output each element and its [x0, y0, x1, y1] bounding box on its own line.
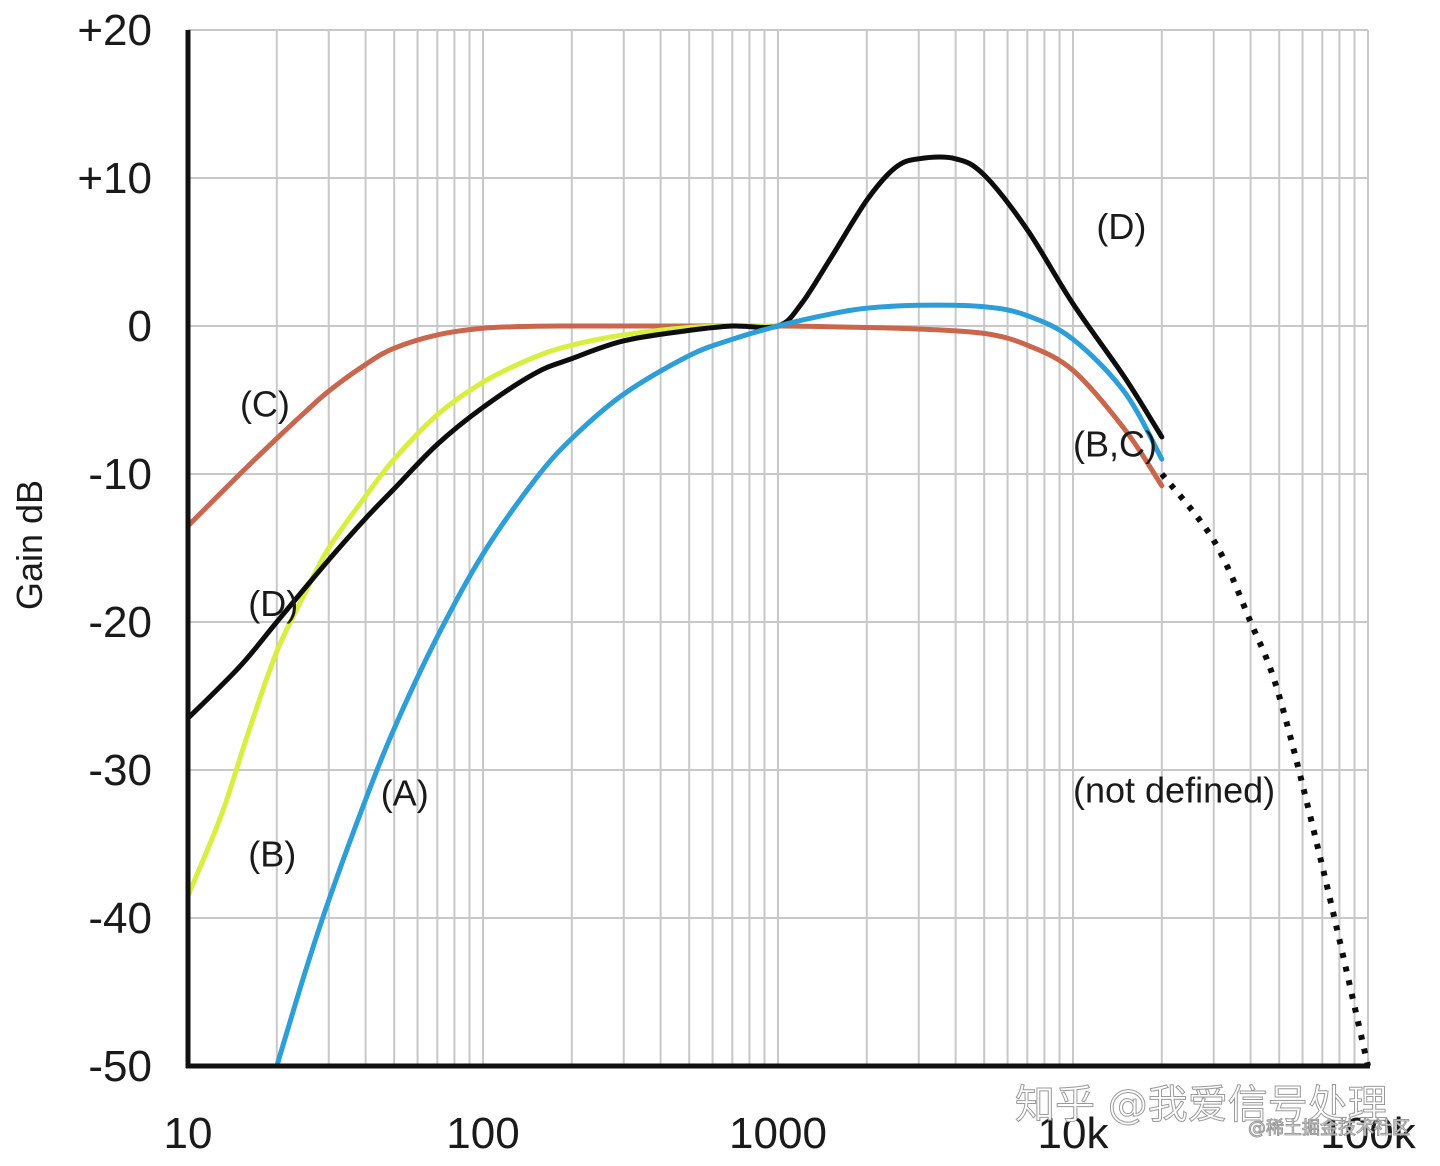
y-tick-label: +20 — [77, 6, 152, 55]
curve-annotation: (A) — [381, 773, 429, 814]
y-tick-labels: +20 +10 0 -10 -20 -30 -40 -50 — [77, 6, 152, 1091]
x-tick-label: 10 — [164, 1109, 213, 1158]
y-tick-label: -10 — [88, 450, 152, 499]
y-tick-label: -30 — [88, 746, 152, 795]
series-line-a — [274, 302, 1165, 1069]
curve-annotation: (D) — [1096, 206, 1146, 247]
extrapolation-dotted-line — [1159, 472, 1371, 1067]
x-tick-labels: 10 100 1000 10k 100k — [164, 1109, 1417, 1158]
y-axis-label: Gain dB — [9, 480, 50, 610]
y-tick-label: -20 — [88, 598, 152, 647]
curve-annotation: (B) — [248, 833, 296, 874]
curve-annotation: (D) — [248, 583, 298, 624]
curve-annotation: (C) — [240, 383, 290, 424]
watermark-primary: 知乎 @我爱信号处理 — [1015, 1082, 1388, 1128]
y-tick-label: -50 — [88, 1042, 152, 1091]
x-tick-label: 10k — [1038, 1109, 1110, 1158]
watermark-secondary: @稀土掘金技术社区 — [1248, 1118, 1410, 1139]
grid — [187, 29, 1369, 1067]
curve-annotations: (C) (D) (B) (A) (D) (B,C) (not defined) — [240, 206, 1275, 875]
y-tick-label: 0 — [128, 302, 152, 351]
x-tick-label: 1000 — [729, 1109, 827, 1158]
curve-annotation: (not defined) — [1073, 770, 1275, 811]
y-tick-label: -40 — [88, 894, 152, 943]
x-tick-label: 100k — [1320, 1109, 1416, 1158]
axes — [185, 30, 1370, 1069]
series-line-b — [185, 323, 781, 899]
x-tick-label: 100 — [446, 1109, 519, 1158]
curve-annotation: (B,C) — [1073, 423, 1157, 464]
series-line-d — [185, 154, 1165, 721]
y-tick-label: +10 — [77, 154, 152, 203]
series-line-c — [185, 323, 1165, 529]
series-group — [185, 154, 1371, 1069]
